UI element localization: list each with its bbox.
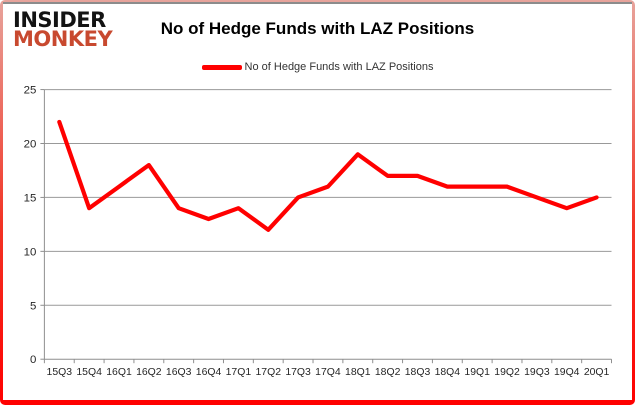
x-tick-label: 19Q3 — [524, 367, 550, 378]
y-tick-label: 0 — [30, 354, 36, 366]
x-tick-label: 18Q3 — [405, 367, 431, 378]
y-tick-label: 5 — [30, 300, 36, 312]
y-tick-label: 20 — [24, 138, 37, 150]
x-tick-label: 17Q3 — [285, 367, 311, 378]
x-tick-label: 15Q4 — [76, 367, 102, 378]
chart-title: No of Hedge Funds with LAZ Positions — [160, 19, 475, 38]
x-tick-label: 18Q2 — [375, 367, 401, 378]
x-axis-labels: 15Q3 15Q4 16Q1 16Q2 16Q3 16Q4 17Q1 17Q2 17Q3 17Q4… — [47, 367, 610, 378]
insider-monkey-logo: INSIDER MONKEY — [13, 8, 113, 52]
x-ticks — [43, 359, 613, 364]
x-tick-label: 19Q4 — [554, 367, 580, 378]
x-tick-label: 17Q1 — [226, 367, 252, 378]
chart-canvas: INSIDER MONKEY No of Hedge Funds with LA… — [3, 2, 632, 400]
x-tick-label: 20Q1 — [584, 367, 610, 378]
x-tick-label: 16Q4 — [196, 367, 222, 378]
x-tick-label: 17Q2 — [255, 367, 281, 378]
y-tick-label: 25 — [24, 85, 37, 97]
x-tick-label: 15Q3 — [47, 367, 73, 378]
y-tick-label: 10 — [24, 246, 37, 258]
x-tick-label: 18Q4 — [435, 367, 461, 378]
legend: No of Hedge Funds with LAZ Positions — [3, 61, 632, 73]
logo-line-monkey: MONKEY — [13, 27, 113, 52]
x-tick-label: 19Q2 — [494, 367, 520, 378]
legend-label: No of Hedge Funds with LAZ Positions — [244, 61, 434, 73]
y-gridlines — [40, 89, 612, 360]
series-line — [57, 119, 599, 232]
x-tick-label: 19Q1 — [464, 367, 490, 378]
legend-line-swatch — [201, 64, 242, 70]
logo-line-insider: INSIDER — [13, 8, 106, 32]
x-tick-label: 16Q3 — [166, 367, 192, 378]
x-tick-label: 18Q1 — [345, 367, 371, 378]
y-axis-labels: 0 5 10 15 20 25 — [24, 85, 37, 367]
x-tick-label: 17Q4 — [315, 367, 341, 378]
x-tick-label: 16Q2 — [136, 367, 162, 378]
x-tick-label: 16Q1 — [106, 367, 132, 378]
y-tick-label: 15 — [24, 192, 37, 204]
